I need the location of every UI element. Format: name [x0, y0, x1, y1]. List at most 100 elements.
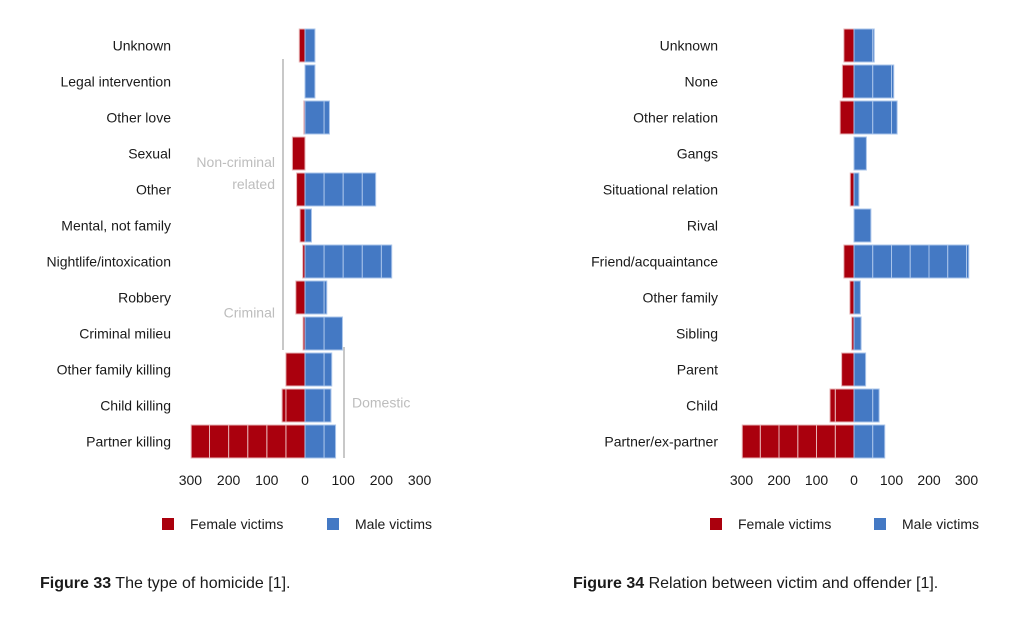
- x-tick-label: 200: [767, 472, 791, 488]
- male-bar-segment: [342, 244, 363, 279]
- female-bar-segment: [285, 424, 306, 459]
- female-bar-segment: [849, 280, 855, 315]
- x-tick-label: 100: [255, 472, 279, 488]
- male-bar-segment: [872, 424, 886, 459]
- male-bar-segment: [909, 244, 930, 279]
- category-label: Unknown: [113, 38, 171, 54]
- male-bar-segment: [928, 244, 949, 279]
- legend-label-male: Male victims: [902, 516, 979, 532]
- x-tick-label: 300: [955, 472, 979, 488]
- male-bar-segment: [304, 64, 316, 99]
- chart-victim-offender-relation: Unknown None Other relation Gangs Situationa…: [591, 28, 979, 532]
- category-label: Partner killing: [86, 434, 171, 450]
- female-bar-segment: [298, 28, 306, 63]
- male-bar-segment: [304, 100, 325, 135]
- caption-label: Figure 34: [573, 575, 645, 592]
- caption-label: Figure 33: [40, 575, 112, 592]
- legend-swatch-male: [874, 518, 886, 530]
- category-label: Robbery: [118, 290, 171, 306]
- category-label: Legal intervention: [60, 74, 171, 90]
- female-bar-segment: [829, 388, 836, 423]
- female-bar-segment: [843, 244, 855, 279]
- male-bar-segment: [853, 316, 862, 351]
- female-bar-segment: [190, 424, 211, 459]
- group-label: Non-criminal: [196, 154, 275, 170]
- male-bar-segment: [323, 388, 332, 423]
- male-bar-segment: [853, 208, 872, 243]
- female-bar-segment: [816, 424, 836, 459]
- male-bar-segment: [304, 208, 312, 243]
- male-bar-segment: [323, 424, 337, 459]
- male-bar-segment: [304, 316, 325, 351]
- female-bar-segment: [797, 424, 817, 459]
- male-bar-segment: [853, 388, 874, 423]
- male-bar-segment: [853, 352, 867, 387]
- female-bar-segment: [849, 172, 855, 207]
- male-bar-segment: [872, 244, 892, 279]
- female-bar-segment: [834, 424, 855, 459]
- male-bar-segment: [342, 172, 363, 207]
- male-bar-segment: [304, 424, 325, 459]
- male-bar-segment: [323, 280, 328, 315]
- male-bar-segment: [304, 388, 325, 423]
- male-bar-segment: [304, 280, 325, 315]
- male-bar-segment: [872, 388, 880, 423]
- female-bar-segment: [741, 424, 761, 459]
- female-bar-segment: [839, 100, 855, 135]
- category-label: Situational relation: [603, 182, 718, 198]
- female-bar-segment: [296, 172, 306, 207]
- x-tick-label: 200: [217, 472, 241, 488]
- category-label: Mental, not family: [61, 218, 171, 234]
- female-bar-segment: [209, 424, 230, 459]
- category-label: Nightlife/intoxication: [46, 254, 171, 270]
- legend-label-female: Female victims: [738, 516, 831, 532]
- male-bar-segment: [853, 424, 874, 459]
- category-label: Other love: [106, 110, 171, 126]
- female-bar-segment: [281, 388, 287, 423]
- male-bar-segment: [323, 100, 330, 135]
- category-label: Child killing: [100, 398, 171, 414]
- female-bar-segment: [778, 424, 799, 459]
- male-bar-segment: [304, 28, 316, 63]
- legend-swatch-female: [710, 518, 722, 530]
- x-tick-label: 300: [730, 472, 754, 488]
- female-bar-segment: [834, 388, 855, 423]
- male-bar-segment: [323, 352, 333, 387]
- group-label: related: [232, 176, 275, 192]
- category-label: Unknown: [660, 38, 718, 54]
- category-label: Sibling: [676, 326, 718, 342]
- legend-label-male: Male victims: [355, 516, 432, 532]
- category-label: Parent: [677, 362, 718, 378]
- male-bar-segment: [872, 100, 892, 135]
- category-label: Gangs: [677, 146, 718, 162]
- x-tick-label: 0: [301, 472, 309, 488]
- x-tick-label: 100: [880, 472, 904, 488]
- legend-swatch-female: [162, 518, 174, 530]
- male-bar-segment: [304, 172, 325, 207]
- female-bar-segment: [843, 28, 855, 63]
- category-label: None: [685, 74, 719, 90]
- male-bar-segment: [853, 64, 874, 99]
- male-bar-segment: [872, 28, 875, 63]
- group-label: Criminal: [224, 305, 275, 321]
- female-bar-segment: [228, 424, 249, 459]
- female-bar-segment: [841, 352, 855, 387]
- category-label: Other: [136, 182, 171, 198]
- category-label: Rival: [687, 218, 718, 234]
- x-tick-label: 100: [332, 472, 356, 488]
- male-bar-segment: [891, 244, 911, 279]
- category-label: Friend/acquaintance: [591, 254, 718, 270]
- caption-text: Relation between victim and offender [1]…: [644, 575, 939, 592]
- female-bar-segment: [266, 424, 287, 459]
- x-tick-label: 300: [179, 472, 203, 488]
- category-label: Other family killing: [57, 362, 171, 378]
- x-tick-label: 0: [850, 472, 858, 488]
- male-bar-segment: [361, 172, 377, 207]
- group-label: Domestic: [352, 395, 410, 411]
- male-bar-segment: [323, 244, 344, 279]
- category-label: Partner/ex-partner: [604, 434, 718, 450]
- female-bar-segment: [285, 388, 306, 423]
- legend-swatch-male: [327, 518, 339, 530]
- male-bar-segment: [304, 352, 325, 387]
- male-bar-segment: [853, 28, 874, 63]
